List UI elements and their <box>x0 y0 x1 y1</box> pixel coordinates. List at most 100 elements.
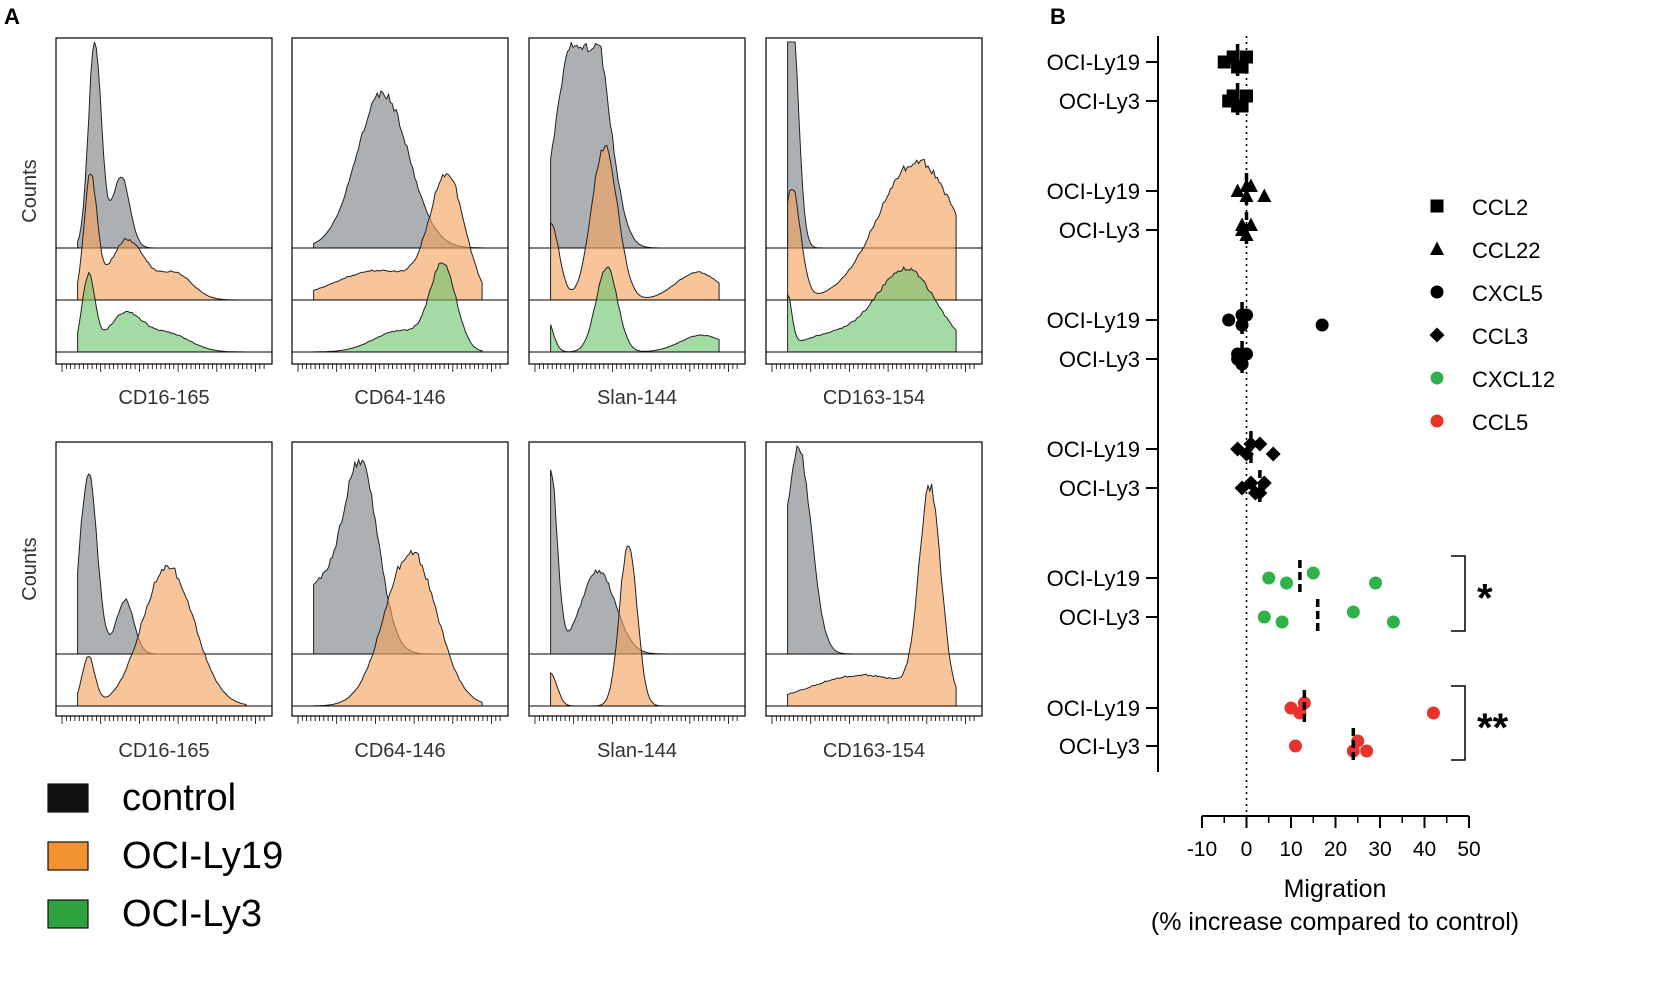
histogram-legend: control OCI-Ly19 OCI-Ly3 <box>47 777 283 935</box>
y-tick-label: OCI-Ly19 <box>1047 437 1140 462</box>
data-point-triangle <box>1239 227 1254 241</box>
histogram-frame <box>55 441 273 717</box>
histogram-curve-oci-ly19 <box>550 144 720 301</box>
legend-entry-label: CCL3 <box>1472 324 1528 349</box>
histogram-x-ticks <box>61 716 265 724</box>
histogram-panels: CD16-165 CD64-146 Slan-144 CD163-154 Counts C… <box>19 37 983 762</box>
histogram-x-ticks <box>771 364 975 372</box>
data-point-circle <box>1275 615 1289 629</box>
group-ccl22: OCI-Ly19 OCI-Ly3 <box>1047 173 1272 248</box>
histogram-frame <box>291 441 509 717</box>
data-point-circle <box>1262 571 1276 585</box>
histogram-xlabel: CD16-165 <box>118 740 209 762</box>
data-point-triangle <box>1257 188 1272 202</box>
legend-entry-label: CXCL12 <box>1472 367 1555 392</box>
data-point-circle <box>1257 610 1271 624</box>
histogram-ylabel: Counts <box>19 159 41 222</box>
panel-label-a: A <box>4 4 20 29</box>
histogram-panel: Slan-144 <box>528 441 746 762</box>
significance-label: ** <box>1477 706 1509 750</box>
histogram-curve-oci-ly19 <box>787 158 957 301</box>
y-tick-label: OCI-Ly19 <box>1047 308 1140 333</box>
data-point-circle <box>1235 357 1249 371</box>
histogram-curve-oci-ly3 <box>550 266 720 353</box>
data-point-triangle <box>1239 188 1254 202</box>
data-point-diamond <box>1252 436 1268 452</box>
panel-label-b: B <box>1050 4 1066 29</box>
data-point-circle <box>1235 318 1249 332</box>
y-tick-label: OCI-Ly3 <box>1059 218 1140 243</box>
histogram-panel: CD163-154 <box>765 441 983 762</box>
y-tick-label: OCI-Ly19 <box>1047 50 1140 75</box>
data-point-square <box>1240 50 1253 64</box>
histogram-ylabel: Counts <box>19 537 41 600</box>
histogram-xlabel: Slan-144 <box>597 740 677 762</box>
histogram-x-ticks <box>534 364 738 372</box>
y-tick-label: OCI-Ly19 <box>1047 696 1140 721</box>
data-point-circle <box>1315 318 1329 332</box>
significance-label: * <box>1477 577 1493 621</box>
histogram-frame <box>291 37 509 365</box>
data-point-diamond <box>1252 485 1268 501</box>
group-ccl2: OCI-Ly19 OCI-Ly3 <box>1047 44 1253 119</box>
data-point-diamond <box>1429 327 1445 343</box>
data-point-circle <box>1346 744 1360 758</box>
histogram-xlabel: CD16-165 <box>118 387 209 409</box>
histogram-curve-control <box>550 41 720 249</box>
data-point-circle <box>1426 706 1440 720</box>
data-point-circle <box>1306 566 1320 580</box>
histogram-x-ticks <box>297 364 501 372</box>
legend-swatch <box>47 841 89 871</box>
data-point-triangle <box>1230 183 1245 197</box>
y-tick-label: OCI-Ly3 <box>1059 89 1140 114</box>
histogram-xlabel: CD64-146 <box>354 387 445 409</box>
histogram-curve-oci-ly19 <box>313 549 483 707</box>
data-point-circle <box>1369 576 1383 590</box>
histogram-panel: CD64-146 <box>291 37 509 409</box>
legend-entry-label: CCL2 <box>1472 195 1528 220</box>
y-tick-label: OCI-Ly19 <box>1047 566 1140 591</box>
y-tick-label: OCI-Ly3 <box>1059 476 1140 501</box>
x-tick-label: 30 <box>1368 838 1391 861</box>
histogram-curve-oci-ly19 <box>77 564 247 707</box>
histogram-x-ticks <box>61 364 265 372</box>
x-tick-label: 40 <box>1413 838 1436 861</box>
data-point-circle <box>1386 615 1400 629</box>
histogram-curve-oci-ly3 <box>787 266 957 353</box>
legend-entry-label: CCL22 <box>1472 238 1540 263</box>
x-axis-sublabel: (% increase compared to control) <box>1151 908 1519 936</box>
x-tick-label: 0 <box>1241 838 1253 861</box>
histogram-curve-oci-ly19 <box>787 483 957 707</box>
data-point-triangle <box>1430 241 1444 255</box>
group-cxcl12: OCI-Ly19 OCI-Ly3 <box>1047 560 1400 635</box>
histogram-curve-control <box>77 41 247 249</box>
histogram-frame <box>528 441 746 717</box>
data-point-square <box>1240 89 1253 103</box>
data-point-circle <box>1430 414 1444 428</box>
histogram-xlabel: CD64-146 <box>354 740 445 762</box>
data-point-circle <box>1360 744 1374 758</box>
histogram-panel: CD64-146 <box>291 441 509 762</box>
group-ccl5: OCI-Ly19 OCI-Ly3 <box>1047 690 1440 764</box>
legend-swatch <box>47 783 89 813</box>
histogram-curve-oci-ly19 <box>77 173 247 301</box>
histogram-xlabel: Slan-144 <box>597 387 677 409</box>
data-point-circle <box>1346 605 1360 619</box>
histogram-frame <box>528 37 746 365</box>
data-point-circle <box>1222 313 1236 327</box>
histogram-panel: CD16-165 <box>55 441 273 762</box>
legend-entry-label: CXCL5 <box>1472 281 1543 306</box>
histogram-x-ticks <box>297 716 501 724</box>
significance-bracket <box>1451 555 1466 632</box>
legend-swatch <box>47 899 89 929</box>
x-tick-label: 10 <box>1279 838 1302 861</box>
y-tick-label: OCI-Ly3 <box>1059 605 1140 630</box>
histogram-panel: CD16-165 <box>55 37 273 409</box>
y-tick-label: OCI-Ly19 <box>1047 179 1140 204</box>
histogram-curve-oci-ly3 <box>77 271 247 353</box>
y-tick-label: OCI-Ly3 <box>1059 347 1140 372</box>
histogram-curve-oci-ly3 <box>313 262 483 353</box>
histogram-frame <box>765 441 983 717</box>
legend-label: OCI-Ly19 <box>122 835 283 877</box>
